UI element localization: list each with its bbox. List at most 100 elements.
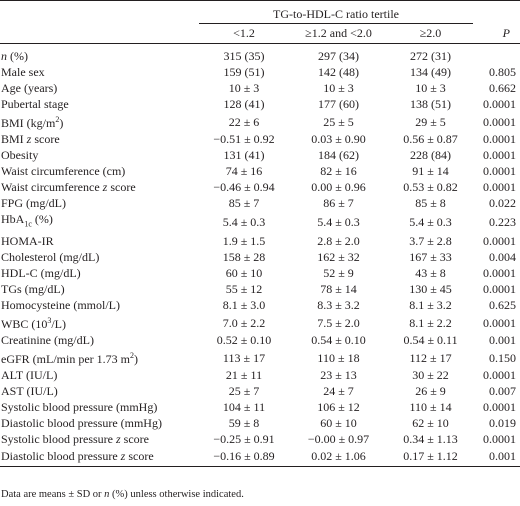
- cell-mid: 110 ± 18: [317, 350, 360, 365]
- cell-mid: 25 ± 5: [323, 114, 354, 129]
- cell-high: 130 ± 45: [409, 282, 452, 297]
- cell-low: −0.25 ± 0.91: [213, 432, 275, 447]
- cell-low: 0.52 ± 0.10: [216, 333, 272, 348]
- cell-low: 21 ± 11: [225, 368, 263, 383]
- cell-high: 3.7 ± 2.8: [409, 233, 452, 248]
- cell-mid: 7.5 ± 2.0: [317, 315, 360, 330]
- cell-mid: 142 (48): [318, 65, 359, 80]
- cell-p-value: 0.0001: [483, 233, 517, 248]
- cell-mid: 8.3 ± 3.2: [317, 298, 360, 313]
- cell-p-value: 0.0001: [483, 97, 517, 112]
- row-label: ALT (IU/L): [1, 368, 58, 383]
- cell-low: 1.9 ± 1.5: [222, 233, 266, 248]
- table-footnote: Data are means ± SD or n (%) unless othe…: [1, 489, 244, 500]
- cell-p-value: 0.0001: [483, 368, 517, 383]
- row-label: BMI (kg/m2): [1, 115, 64, 131]
- table-row: BMI (kg/m2) 22 ± 6 25 ± 5 29 ± 5 0.0001: [0, 112, 520, 131]
- cell-high: 91 ± 14: [412, 164, 449, 179]
- cell-high: 110 ± 14: [409, 400, 452, 415]
- row-label: Age (years): [1, 81, 58, 96]
- row-label: HOMA-IR: [1, 233, 54, 248]
- cell-p-value: 0.001: [489, 448, 517, 463]
- cell-low: 22 ± 6: [228, 114, 260, 129]
- cell-mid: 297 (34): [318, 49, 359, 63]
- row-label: Creatinine (mg/dL): [1, 333, 94, 348]
- cell-p-value: [473, 44, 520, 65]
- header-blank-p: [473, 1, 520, 24]
- row-label: TGs (mg/dL): [1, 282, 65, 297]
- table-row: n (%) 315 (35) 297 (34) 272 (31): [0, 44, 520, 65]
- cell-high: 85 ± 8: [415, 196, 446, 211]
- cell-high: 272 (31): [410, 49, 451, 63]
- table-row: Obesity 131 (41) 184 (62) 228 (84) 0.0001: [0, 147, 520, 163]
- table-row: Male sex 159 (51) 142 (48) 134 (49) 0.805: [0, 64, 520, 80]
- cell-p-value: 0.007: [489, 384, 517, 399]
- row-label: Diastolic blood pressure z score: [1, 448, 154, 463]
- cell-low: 159 (51): [223, 65, 265, 80]
- table-row: ALT (IU/L) 21 ± 11 23 ± 13 30 ± 22 0.0001: [0, 367, 520, 383]
- row-label: eGFR (mL/min per 1.73 m2): [1, 351, 138, 367]
- cell-high: 62 ± 10: [412, 416, 449, 431]
- cell-p-value: 0.625: [489, 298, 517, 313]
- cell-low: −0.51 ± 0.92: [213, 132, 275, 147]
- cell-mid: 52 ± 9: [323, 266, 354, 280]
- cell-low: −0.46 ± 0.94: [213, 180, 275, 195]
- cell-high: 0.53 ± 0.82: [403, 180, 458, 195]
- col-header-mid: ≥1.2 and <2.0: [305, 26, 372, 41]
- cell-low: 60 ± 10: [225, 266, 263, 280]
- cell-high: 0.54 ± 0.11: [403, 333, 458, 348]
- data-table: TG-to-HDL-C ratio tertile <1.2 ≥1.2 and …: [0, 0, 520, 467]
- cell-high: 0.56 ± 0.87: [403, 132, 458, 147]
- cell-mid: 23 ± 13: [320, 368, 357, 383]
- cell-p-value: 0.0001: [483, 114, 517, 129]
- cell-p-value: 0.0001: [483, 266, 517, 280]
- cell-mid: 2.8 ± 2.0: [317, 233, 360, 248]
- cell-p-value: 0.662: [489, 81, 517, 96]
- cell-mid: 162 ± 32: [317, 249, 360, 264]
- cell-low: 158 ± 28: [222, 249, 266, 264]
- cell-mid: 0.02 ± 1.06: [311, 448, 366, 463]
- cell-mid: 184 (62): [318, 148, 359, 163]
- row-label: BMI z score: [1, 132, 60, 147]
- cell-low: 131 (41): [223, 148, 265, 163]
- table-row: FPG (mg/dL) 85 ± 7 86 ± 7 85 ± 8 0.022: [0, 195, 520, 211]
- row-label: HDL-C (mg/dL): [1, 266, 81, 280]
- cell-p-value: 0.0001: [483, 180, 517, 195]
- row-label: WBC (103/L): [1, 316, 67, 332]
- table-row: Waist circumference (cm) 74 ± 16 82 ± 16 91…: [0, 163, 520, 179]
- cell-mid: 82 ± 16: [320, 164, 357, 179]
- table-row: HOMA-IR 1.9 ± 1.5 2.8 ± 2.0 3.7 ± 2.8 0.0001: [0, 233, 520, 249]
- table-row: HDL-C (mg/dL) 60 ± 10 52 ± 9 43 ± 8 0.0001: [0, 265, 520, 281]
- table-row: Diastolic blood pressure z score −0.16 ± …: [0, 448, 520, 467]
- cell-low: 74 ± 16: [225, 164, 263, 179]
- cell-high: 228 (84): [410, 148, 451, 163]
- cell-mid: −0.00 ± 0.97: [307, 432, 370, 447]
- cell-mid: 24 ± 7: [323, 384, 354, 399]
- row-label: AST (IU/L): [1, 384, 58, 399]
- cell-p-value: 0.0001: [483, 164, 517, 179]
- footnote-n: n: [104, 489, 110, 500]
- table-row: BMI z score −0.51 ± 0.92 0.03 ± 0.90 0.56 ±…: [0, 131, 520, 147]
- cell-low: −0.16 ± 0.89: [213, 448, 275, 463]
- table-row: WBC (103/L) 7.0 ± 2.2 7.5 ± 2.0 8.1 ± 2.2 0.…: [0, 313, 520, 332]
- row-label: Cholesterol (mg/dL): [1, 249, 100, 264]
- row-label: Systolic blood pressure (mmHg): [1, 400, 158, 415]
- row-label: Systolic blood pressure z score: [1, 432, 149, 447]
- cell-mid: 0.54 ± 0.10: [311, 333, 366, 348]
- cell-mid: 0.03 ± 0.90: [311, 132, 366, 147]
- row-label: Diastolic blood pressure (mmHg): [1, 416, 162, 431]
- cell-high: 5.4 ± 0.3: [409, 215, 452, 230]
- table-row: TGs (mg/dL) 55 ± 12 78 ± 14 130 ± 45 0.0001: [0, 281, 520, 297]
- cell-low: 8.1 ± 3.0: [222, 298, 266, 313]
- cell-high: 29 ± 5: [415, 114, 446, 129]
- cell-mid: 78 ± 14: [320, 282, 357, 297]
- row-label: Male sex: [1, 65, 45, 80]
- row-label: Pubertal stage: [1, 97, 69, 112]
- table-row: Cholesterol (mg/dL) 158 ± 28 162 ± 32 167 ±…: [0, 249, 520, 265]
- cell-high: 167 ± 33: [409, 249, 452, 264]
- cell-high: 43 ± 8: [415, 266, 446, 280]
- table-row: Creatinine (mg/dL) 0.52 ± 0.10 0.54 ± 0.10…: [0, 332, 520, 348]
- cell-mid: 177 (60): [318, 97, 359, 112]
- table-row: Systolic blood pressure (mmHg) 104 ± 11 10…: [0, 399, 520, 415]
- cell-p-value: 0.004: [489, 249, 517, 264]
